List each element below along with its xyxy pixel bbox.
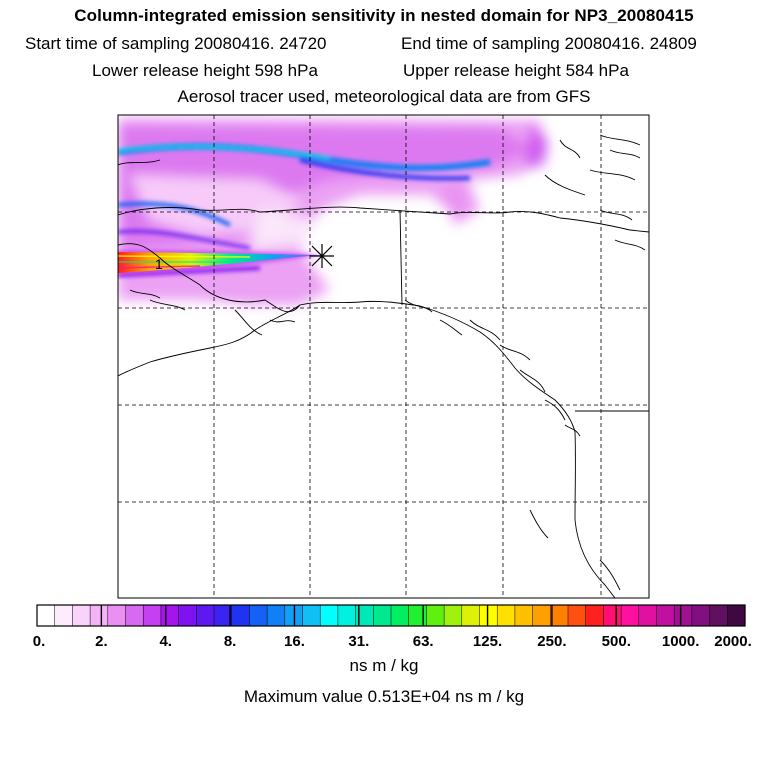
end-time-value: 20080416. 24809 — [564, 34, 697, 53]
upper-height-value: 584 hPa — [565, 61, 629, 80]
colorbar-segment — [266, 604, 286, 627]
colorbar-tick-label: 500. — [601, 633, 631, 650]
upper-height-label: Upper release height — [403, 61, 561, 80]
colorbar-segment — [196, 604, 215, 627]
colorbar-segment — [337, 604, 357, 627]
peak-marker: 1 — [155, 256, 163, 272]
colorbar-segment — [231, 604, 250, 627]
colorbar-tick-label: 2. — [95, 633, 108, 650]
map-field: 1 — [118, 115, 649, 598]
colorbar-tick-label: 4. — [159, 633, 172, 650]
colorbar-segment — [72, 604, 91, 627]
colorbar-segment — [178, 604, 197, 627]
colorbar-segment — [107, 604, 127, 627]
colorbar-tick-label: 63. — [412, 633, 434, 650]
colorbar-tick-label: 0. — [32, 633, 46, 650]
colorbar-segment — [213, 604, 233, 627]
colorbar-tick-label: 1000. — [661, 633, 700, 650]
colorbar-segment — [390, 604, 410, 627]
colorbar-tick-label: 2000. — [714, 633, 752, 650]
colorbar-segment — [443, 604, 463, 627]
colorbar-segment — [249, 604, 268, 627]
maximum-value-line: Maximum value 0.513E+04 ns m / kg — [0, 687, 768, 707]
colorbar-segment — [673, 604, 693, 627]
colorbar — [36, 604, 746, 627]
max-value-label: Maximum value — [243, 687, 363, 706]
start-time-line: Start time of sampling 20080416. 24720 — [25, 34, 327, 54]
colorbar-segment — [479, 604, 498, 627]
tracer-info-line: Aerosol tracer used, meteorological data… — [177, 87, 591, 106]
colorbar-units: ns m / kg — [349, 656, 419, 675]
colorbar-segment — [461, 604, 481, 627]
end-time-label: End time of sampling — [401, 34, 560, 53]
upper-height-line: Upper release height 584 hPa — [403, 61, 629, 81]
colorbar-segment — [302, 604, 321, 627]
colorbar-segment — [585, 604, 604, 627]
colorbar-tick-label: 125. — [472, 633, 503, 650]
map-frame — [117, 114, 650, 599]
colorbar-segment — [691, 604, 711, 627]
lower-height-line: Lower release height 598 hPa — [92, 61, 318, 81]
borders — [399, 209, 649, 412]
colorbar-segment — [54, 604, 73, 627]
colorbar-segment — [656, 604, 675, 627]
lower-height-label: Lower release height — [92, 61, 250, 80]
colorbar-segment — [142, 604, 162, 627]
end-time-line: End time of sampling 20080416. 24809 — [401, 34, 697, 54]
graticule — [118, 115, 649, 598]
colorbar-segment — [550, 604, 569, 627]
main-plume — [118, 250, 322, 276]
colorbar-segment — [514, 604, 534, 627]
colorbar-segment — [727, 604, 746, 627]
colorbar-segment — [319, 604, 339, 627]
start-time-value: 20080416. 24720 — [194, 34, 327, 53]
plot-title: Column-integrated emission sensitivity i… — [74, 6, 694, 25]
colorbar-frame — [36, 604, 746, 627]
colorbar-segment — [638, 604, 658, 627]
colorbar-segment — [160, 604, 180, 627]
colorbar-segment — [408, 604, 427, 627]
colorbar-segment — [532, 604, 551, 627]
colorbar-segment — [567, 604, 587, 627]
colorbar-segment — [125, 604, 144, 627]
colorbar-segment — [620, 604, 640, 627]
colorbar-segment — [89, 604, 109, 627]
colorbar-segment — [373, 604, 392, 627]
max-value-units: ns m / kg — [455, 687, 525, 706]
max-value: 0.513E+04 — [367, 687, 451, 706]
colorbar-segment — [36, 604, 56, 627]
start-time-label: Start time of sampling — [25, 34, 190, 53]
colorbar-segment — [426, 604, 445, 627]
lower-height-value: 598 hPa — [254, 61, 318, 80]
colorbar-tick-label: 16. — [284, 633, 305, 650]
release-point-star — [310, 244, 334, 268]
colorbar-segment — [496, 604, 516, 627]
colorbar-tick-label: 31. — [348, 633, 370, 650]
colorbar-tick-label: 250. — [537, 633, 567, 650]
colorbar-tick-label: 8. — [223, 633, 237, 650]
colorbar-segment — [709, 604, 728, 627]
colorbar-segment — [603, 604, 622, 627]
